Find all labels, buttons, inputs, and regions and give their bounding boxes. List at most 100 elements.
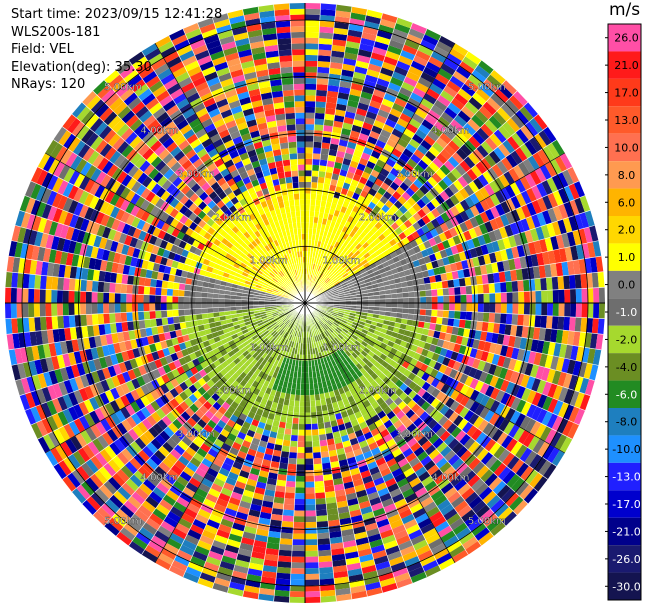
velocity-cell [315,258,320,265]
velocity-cell [330,287,337,292]
velocity-cell [51,303,58,317]
velocity-cell [551,220,562,236]
velocity-cell [325,270,331,277]
velocity-cell [561,330,569,345]
velocity-cell [575,244,585,260]
velocity-cell [482,170,494,184]
velocity-cell [308,274,311,281]
velocity-cell [274,589,290,597]
velocity-cell [308,233,313,240]
velocity-cell [341,225,349,234]
velocity-cell [308,228,313,235]
velocity-cell [442,175,453,187]
velocity-cell [277,473,287,481]
velocity-cell [414,308,421,316]
velocity-cell [337,198,345,207]
velocity-cell [563,185,575,202]
velocity-cell [363,252,371,259]
velocity-cell [327,295,334,299]
velocity-cell [375,248,383,256]
velocity-cell [316,278,321,284]
velocity-cell [465,51,482,65]
velocity-cell [558,343,568,359]
velocity-cell [513,233,523,247]
velocity-cell [68,278,76,291]
velocity-cell [295,475,305,482]
velocity-cell [313,276,317,282]
velocity-cell [347,260,355,267]
velocity-cell [313,141,322,149]
velocity-cell [532,152,545,168]
velocity-cell [299,400,305,407]
velocity-cell [463,156,476,169]
velocity-cell [454,92,469,106]
velocity-cell [309,274,313,281]
velocity-cell [486,97,501,112]
velocity-cell [178,303,185,310]
velocity-cell [161,280,169,289]
velocity-cell [400,133,412,144]
velocity-cell [491,332,499,344]
velocity-cell [490,69,506,85]
velocity-cell [178,289,185,297]
velocity-cell [318,165,327,172]
velocity-cell [327,79,341,87]
velocity-cell [381,237,390,246]
velocity-cell [361,309,369,313]
velocity-cell [504,224,514,238]
velocity-cell [349,263,357,270]
velocity-cell [420,303,427,310]
velocity-cell [362,274,370,281]
velocity-cell [407,313,415,321]
velocity-cell [373,310,380,315]
velocity-cell [298,423,305,430]
velocity-cell [305,556,319,563]
velocity-cell [338,193,347,201]
velocity-cell [305,60,318,67]
velocity-cell [307,251,311,258]
velocity-cell [483,253,492,265]
velocity-cell [450,245,459,255]
velocity-cell [343,116,355,125]
velocity-cell [463,184,475,197]
velocity-cell [343,274,350,280]
velocity-cell [426,201,436,212]
velocity-cell [290,573,305,580]
velocity-cell [398,55,413,66]
velocity-cell [144,277,152,287]
velocity-cell [563,316,571,331]
velocity-cell [468,180,480,194]
velocity-cell [460,294,467,303]
velocity-cell [531,214,541,229]
velocity-cell [331,246,337,254]
velocity-cell [435,168,447,180]
velocity-cell [285,486,296,494]
velocity-cell [347,281,354,287]
velocity-cell [305,493,316,500]
velocity-cell [325,201,332,209]
velocity-cell [496,107,511,122]
velocity-cell [472,131,486,145]
velocity-cell [400,49,416,61]
velocity-cell [430,316,437,324]
velocity-cell [305,251,308,257]
velocity-cell [587,241,596,258]
velocity-cell [305,54,318,62]
velocity-cell [418,257,426,266]
velocity-cell [471,236,481,248]
velocity-cell [479,264,488,276]
velocity-cell [325,256,331,264]
velocity-cell [538,265,546,279]
velocity-cell [546,222,556,238]
velocity-cell [409,239,419,248]
velocity-cell [486,242,495,254]
velocity-cell [453,114,468,128]
velocity-cell [384,289,392,295]
velocity-cell [370,252,378,260]
velocity-cell [472,256,480,268]
velocity-cell [564,289,571,303]
velocity-cell [126,284,133,294]
velocity-cell [340,128,352,136]
velocity-cell [485,137,498,151]
velocity-cell [328,245,334,252]
